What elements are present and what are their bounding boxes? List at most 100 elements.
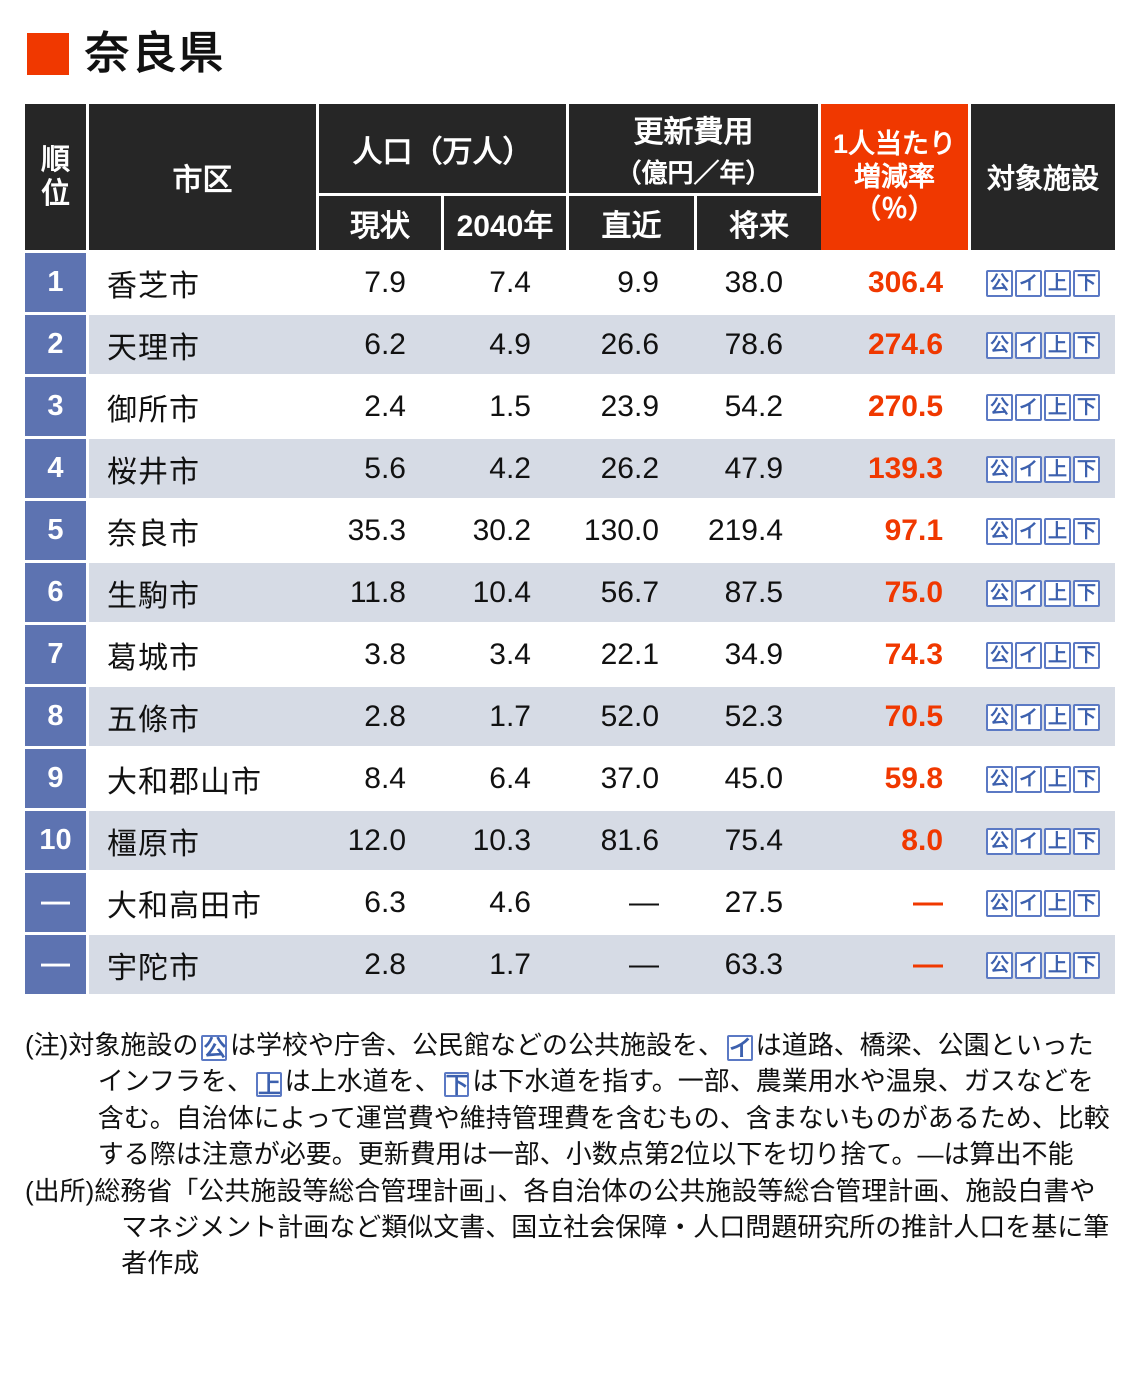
facility-icon-下: 下 [1073,518,1101,546]
facility-icon-上: 上 [1044,952,1072,980]
table-row: 4 桜井市 5.6 4.2 26.2 47.9 139.3 公イ上下 [25,439,1116,501]
pop-2040-cell: 1.5 [444,377,569,439]
facility-icon-イ: イ [1015,642,1043,670]
rank-cell: 5 [25,501,89,563]
header-cost-group-line1: 更新費用 [633,116,754,149]
facility-icon-上: 上 [1044,642,1072,670]
pop-current-cell: 35.3 [319,501,444,563]
pop-current-cell: 5.6 [319,439,444,501]
facilities-cell: 公イ上下 [971,501,1116,563]
city-cell: 奈良市 [89,501,319,563]
table-row: — 大和高田市 6.3 4.6 — 27.5 — 公イ上下 [25,873,1116,935]
facility-icon-下: 下 [1073,270,1101,298]
header-pop-2040: 2040年 [444,196,569,253]
city-cell: 桜井市 [89,439,319,501]
facility-icon-イ: イ [1015,704,1043,732]
pop-current-cell: 12.0 [319,811,444,873]
facility-icon-下: 下 [1073,766,1101,794]
rank-cell: 2 [25,315,89,377]
city-cell: 五條市 [89,687,319,749]
facility-icon-公: 公 [986,456,1014,484]
header-rate-line1: 1人当たり [833,128,957,159]
table-row: 6 生駒市 11.8 10.4 56.7 87.5 75.0 公イ上下 [25,563,1116,625]
cost-future-cell: 63.3 [697,935,822,997]
cost-future-cell: 87.5 [697,563,822,625]
cost-future-cell: 54.2 [697,377,822,439]
facility-icon-下: 下 [1073,642,1101,670]
cost-recent-cell: 52.0 [569,687,697,749]
pop-current-cell: 2.8 [319,687,444,749]
rate-cell: 306.4 [821,253,972,315]
note-paragraph: (出所)総務省「公共施設等総合管理計画」、各自治体の公共施設等総合管理計画、施設… [25,1175,1110,1279]
facility-icon-イ: イ [1015,766,1043,794]
facility-icon-イ: イ [1015,828,1043,856]
facility-icon-公: 公 [986,890,1014,918]
cost-future-cell: 78.6 [697,315,822,377]
city-cell: 大和高田市 [89,873,319,935]
pop-2040-cell: 4.2 [444,439,569,501]
table-row: 5 奈良市 35.3 30.2 130.0 219.4 97.1 公イ上下 [25,501,1116,563]
rank-cell: 4 [25,439,89,501]
facility-icon-下: 下 [1073,704,1101,732]
table-row: 7 葛城市 3.8 3.4 22.1 34.9 74.3 公イ上下 [25,625,1116,687]
header-rate: 1人当たり 増減率 （％） [821,104,972,253]
city-cell: 香芝市 [89,253,319,315]
facilities-cell: 公イ上下 [971,625,1116,687]
cost-recent-cell: — [569,935,697,997]
pop-current-cell: 7.9 [319,253,444,315]
facilities-cell: 公イ上下 [971,873,1116,935]
rate-cell: 59.8 [821,749,972,811]
header-cost-recent: 直近 [569,196,697,253]
facility-icon-公: 公 [986,270,1014,298]
pop-2040-cell: 10.3 [444,811,569,873]
pop-current-cell: 3.8 [319,625,444,687]
table-row: 9 大和郡山市 8.4 6.4 37.0 45.0 59.8 公イ上下 [25,749,1116,811]
table-row: 8 五條市 2.8 1.7 52.0 52.3 70.5 公イ上下 [25,687,1116,749]
rate-cell: 274.6 [821,315,972,377]
pop-2040-cell: 10.4 [444,563,569,625]
rank-cell: 1 [25,253,89,315]
facilities-cell: 公イ上下 [971,687,1116,749]
rank-cell: 3 [25,377,89,439]
facilities-cell: 公イ上下 [971,439,1116,501]
facility-icon-上: 上 [1044,518,1072,546]
rank-cell: — [25,873,89,935]
city-cell: 生駒市 [89,563,319,625]
facility-icon-イ: イ [1015,456,1043,484]
pop-current-cell: 8.4 [319,749,444,811]
facility-icon-下: 下 [1073,952,1101,980]
city-cell: 葛城市 [89,625,319,687]
title-accent-square [27,33,69,75]
facility-icon-上: 上 [1044,456,1072,484]
pop-2040-cell: 4.6 [444,873,569,935]
pop-current-cell: 2.4 [319,377,444,439]
facility-icon-上: 上 [256,1071,282,1098]
table-row: — 宇陀市 2.8 1.7 — 63.3 — 公イ上下 [25,935,1116,997]
table-row: 2 天理市 6.2 4.9 26.6 78.6 274.6 公イ上下 [25,315,1116,377]
page-header: 奈良県 [27,32,1115,76]
city-cell: 天理市 [89,315,319,377]
cost-future-cell: 219.4 [697,501,822,563]
rate-cell: 74.3 [821,625,972,687]
header-city: 市区 [89,104,319,253]
pop-2040-cell: 30.2 [444,501,569,563]
facility-icon-イ: イ [1015,394,1043,422]
pop-current-cell: 11.8 [319,563,444,625]
city-cell: 宇陀市 [89,935,319,997]
cost-future-cell: 27.5 [697,873,822,935]
facilities-cell: 公イ上下 [971,935,1116,997]
pop-2040-cell: 1.7 [444,935,569,997]
facility-icon-公: 公 [201,1035,227,1062]
cost-future-cell: 34.9 [697,625,822,687]
facility-icon-上: 上 [1044,766,1072,794]
rank-cell: 7 [25,625,89,687]
facility-icon-イ: イ [1015,270,1043,298]
cost-recent-cell: 26.6 [569,315,697,377]
facilities-cell: 公イ上下 [971,253,1116,315]
facility-icon-イ: イ [1015,332,1043,360]
cost-recent-cell: — [569,873,697,935]
city-cell: 橿原市 [89,811,319,873]
cost-recent-cell: 23.9 [569,377,697,439]
facility-icon-イ: イ [1015,952,1043,980]
header-cost-group: 更新費用 （億円／年） [569,104,822,196]
